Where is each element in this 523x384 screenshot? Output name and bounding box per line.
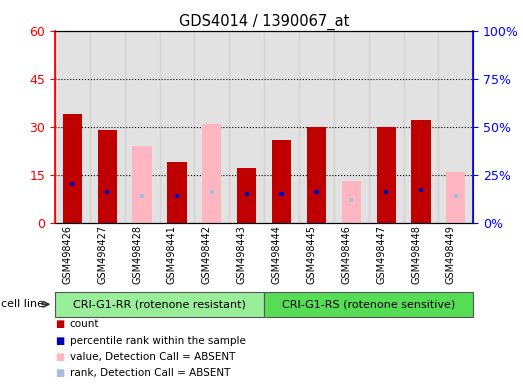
Bar bbox=[454, 194, 458, 198]
Text: value, Detection Call = ABSENT: value, Detection Call = ABSENT bbox=[70, 352, 235, 362]
Bar bbox=[279, 192, 283, 196]
Bar bbox=[272, 139, 291, 223]
Text: GSM498427: GSM498427 bbox=[97, 225, 107, 284]
Bar bbox=[70, 182, 74, 186]
Bar bbox=[63, 114, 82, 223]
Bar bbox=[237, 168, 256, 223]
Bar bbox=[98, 130, 117, 223]
Text: ■: ■ bbox=[55, 319, 64, 329]
Bar bbox=[342, 181, 361, 223]
Bar bbox=[438, 31, 473, 223]
Bar bbox=[377, 127, 396, 223]
Text: percentile rank within the sample: percentile rank within the sample bbox=[70, 336, 245, 346]
Bar bbox=[299, 31, 334, 223]
Text: CRI-G1-RR (rotenone resistant): CRI-G1-RR (rotenone resistant) bbox=[73, 299, 246, 310]
Bar bbox=[229, 31, 264, 223]
Text: GSM498428: GSM498428 bbox=[132, 225, 142, 284]
Bar bbox=[195, 31, 229, 223]
Text: GSM498444: GSM498444 bbox=[271, 225, 281, 283]
Bar bbox=[349, 198, 354, 202]
Bar bbox=[160, 31, 195, 223]
Bar bbox=[334, 31, 369, 223]
Bar bbox=[404, 31, 438, 223]
Bar bbox=[369, 31, 404, 223]
Bar bbox=[314, 190, 319, 194]
Bar bbox=[264, 31, 299, 223]
Text: GSM498441: GSM498441 bbox=[167, 225, 177, 283]
Text: GSM498443: GSM498443 bbox=[237, 225, 247, 283]
Bar bbox=[384, 190, 388, 194]
Bar bbox=[245, 192, 249, 196]
Text: CRI-G1-RS (rotenone sensitive): CRI-G1-RS (rotenone sensitive) bbox=[282, 299, 456, 310]
Text: GSM498445: GSM498445 bbox=[306, 225, 316, 284]
Text: GSM498449: GSM498449 bbox=[446, 225, 456, 283]
Bar bbox=[419, 188, 423, 192]
Bar bbox=[90, 31, 124, 223]
Text: ■: ■ bbox=[55, 368, 64, 378]
Text: GSM498448: GSM498448 bbox=[411, 225, 421, 283]
Bar bbox=[446, 172, 465, 223]
Bar bbox=[55, 31, 90, 223]
Bar bbox=[124, 31, 160, 223]
Bar bbox=[55, 292, 264, 317]
Bar bbox=[264, 292, 473, 317]
Text: GDS4014 / 1390067_at: GDS4014 / 1390067_at bbox=[179, 13, 349, 30]
Bar bbox=[175, 194, 179, 198]
Bar bbox=[202, 124, 221, 223]
Bar bbox=[140, 194, 144, 198]
Text: cell line: cell line bbox=[1, 299, 44, 310]
Bar bbox=[210, 190, 214, 194]
Bar bbox=[307, 127, 326, 223]
Text: ■: ■ bbox=[55, 352, 64, 362]
Text: GSM498442: GSM498442 bbox=[202, 225, 212, 284]
Text: GSM498446: GSM498446 bbox=[342, 225, 351, 283]
Text: ■: ■ bbox=[55, 336, 64, 346]
Bar bbox=[105, 190, 109, 194]
Text: count: count bbox=[70, 319, 99, 329]
Text: rank, Detection Call = ABSENT: rank, Detection Call = ABSENT bbox=[70, 368, 230, 378]
Text: GSM498426: GSM498426 bbox=[62, 225, 72, 284]
Bar bbox=[412, 120, 430, 223]
Bar bbox=[132, 146, 152, 223]
Text: GSM498447: GSM498447 bbox=[376, 225, 386, 284]
Bar bbox=[167, 162, 187, 223]
